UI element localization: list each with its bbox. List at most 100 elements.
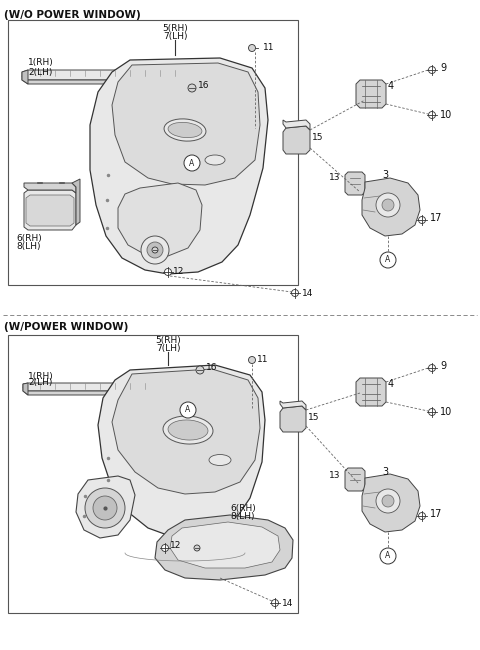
Circle shape	[429, 408, 435, 415]
Text: 1(RH): 1(RH)	[28, 372, 54, 380]
Text: A: A	[385, 255, 391, 265]
Polygon shape	[112, 63, 260, 185]
Text: 9: 9	[440, 63, 446, 73]
Circle shape	[249, 356, 255, 363]
Circle shape	[429, 66, 435, 73]
Text: 16: 16	[198, 81, 209, 90]
Polygon shape	[23, 383, 28, 395]
Text: 15: 15	[308, 413, 320, 423]
Circle shape	[152, 247, 158, 253]
Circle shape	[419, 512, 425, 519]
Text: 12: 12	[173, 268, 184, 276]
Circle shape	[180, 402, 196, 418]
Text: 17: 17	[430, 509, 443, 519]
Text: 11: 11	[263, 44, 275, 53]
Text: 8(LH): 8(LH)	[16, 242, 40, 252]
Text: 15: 15	[312, 133, 324, 142]
Circle shape	[141, 236, 169, 264]
Polygon shape	[112, 369, 260, 494]
Circle shape	[429, 365, 435, 372]
Circle shape	[419, 216, 425, 224]
Text: 14: 14	[282, 599, 293, 608]
Polygon shape	[356, 80, 386, 108]
Polygon shape	[356, 378, 386, 406]
Polygon shape	[24, 183, 76, 193]
Polygon shape	[345, 468, 365, 491]
Circle shape	[376, 193, 400, 217]
Text: 13: 13	[328, 174, 340, 183]
Circle shape	[85, 488, 125, 528]
Text: 17: 17	[430, 213, 443, 223]
Polygon shape	[22, 76, 196, 84]
Polygon shape	[362, 474, 420, 532]
Circle shape	[93, 496, 117, 520]
Text: 16: 16	[206, 363, 217, 372]
Text: 6(RH): 6(RH)	[230, 504, 256, 512]
Text: 5(RH): 5(RH)	[162, 23, 188, 32]
Circle shape	[380, 252, 396, 268]
Circle shape	[382, 199, 394, 211]
Text: 1(RH): 1(RH)	[28, 58, 54, 68]
Polygon shape	[22, 70, 28, 84]
Text: 12: 12	[170, 541, 181, 549]
Circle shape	[380, 548, 396, 564]
Polygon shape	[76, 476, 135, 538]
Ellipse shape	[209, 454, 231, 465]
Bar	[8, 335, 298, 613]
Text: 10: 10	[440, 407, 452, 417]
Polygon shape	[118, 183, 202, 256]
Text: 7(LH): 7(LH)	[163, 32, 187, 42]
Text: 2(LH): 2(LH)	[28, 378, 52, 387]
Polygon shape	[22, 70, 196, 80]
Circle shape	[196, 366, 204, 374]
Polygon shape	[362, 178, 420, 236]
Text: 4: 4	[388, 81, 394, 91]
Text: 6(RH): 6(RH)	[16, 233, 42, 242]
Polygon shape	[72, 179, 80, 225]
Circle shape	[429, 112, 435, 118]
Bar	[8, 20, 298, 285]
Circle shape	[382, 495, 394, 507]
Polygon shape	[345, 172, 365, 195]
Polygon shape	[24, 190, 76, 230]
Text: (W/POWER WINDOW): (W/POWER WINDOW)	[4, 322, 128, 332]
Ellipse shape	[168, 420, 208, 440]
Text: 3: 3	[382, 170, 388, 180]
Text: (W/O POWER WINDOW): (W/O POWER WINDOW)	[4, 10, 141, 20]
Polygon shape	[90, 58, 268, 274]
Text: 2(LH): 2(LH)	[28, 68, 52, 77]
Circle shape	[249, 44, 255, 51]
Circle shape	[194, 545, 200, 551]
Ellipse shape	[205, 155, 225, 165]
Circle shape	[272, 599, 278, 606]
Text: A: A	[185, 406, 191, 415]
Circle shape	[291, 289, 299, 296]
Polygon shape	[283, 120, 310, 130]
Ellipse shape	[163, 416, 213, 444]
Circle shape	[376, 489, 400, 513]
Text: 14: 14	[302, 289, 313, 298]
Polygon shape	[283, 126, 310, 154]
Ellipse shape	[168, 122, 202, 138]
Polygon shape	[98, 365, 265, 537]
Polygon shape	[23, 387, 170, 395]
Text: 8(LH): 8(LH)	[230, 512, 254, 521]
Polygon shape	[26, 195, 74, 226]
Polygon shape	[155, 515, 293, 580]
Circle shape	[165, 268, 171, 276]
Text: 3: 3	[382, 467, 388, 477]
Text: A: A	[385, 551, 391, 560]
Polygon shape	[280, 401, 306, 410]
Circle shape	[147, 242, 163, 258]
Polygon shape	[280, 406, 306, 432]
Ellipse shape	[164, 119, 206, 141]
Text: 9: 9	[440, 361, 446, 371]
Text: A: A	[190, 159, 194, 168]
Text: 5(RH): 5(RH)	[155, 335, 181, 345]
Text: 4: 4	[388, 379, 394, 389]
Text: 10: 10	[440, 110, 452, 120]
Circle shape	[184, 155, 200, 171]
Polygon shape	[170, 522, 280, 568]
Text: 11: 11	[257, 356, 268, 365]
Circle shape	[188, 84, 196, 92]
